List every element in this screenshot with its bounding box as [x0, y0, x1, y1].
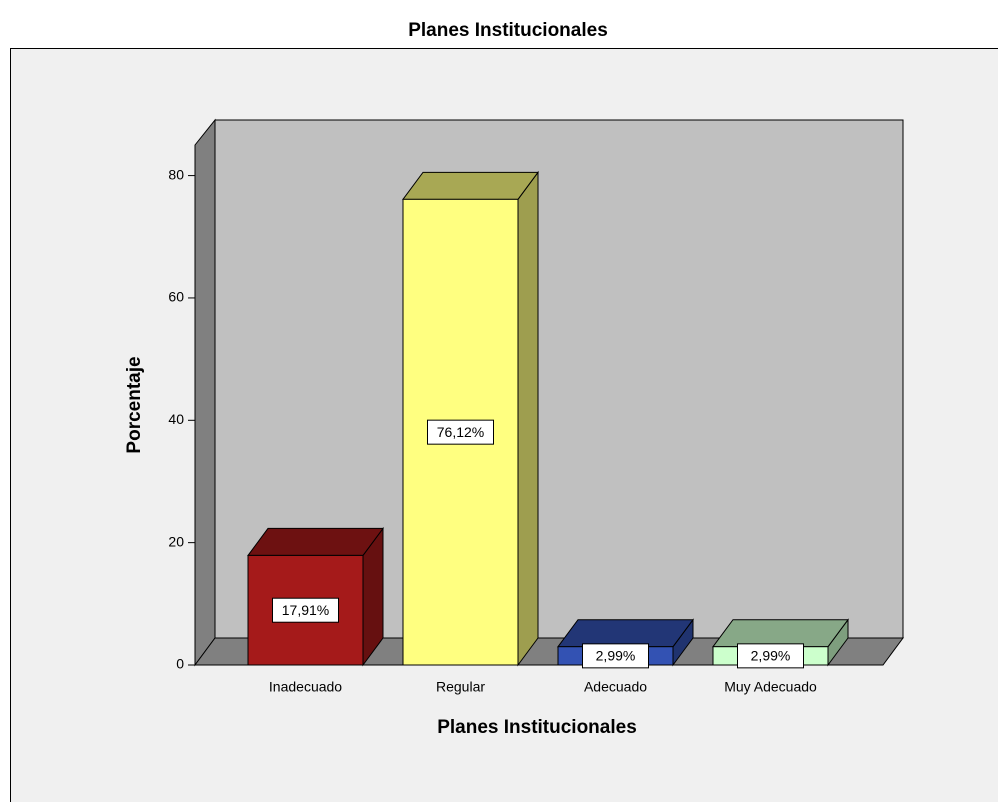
bar-top	[558, 620, 693, 647]
y-tick-label: 20	[168, 533, 184, 549]
chart-title: Planes Institucionales	[408, 20, 608, 41]
value-label: 76,12%	[437, 424, 484, 440]
left-wall	[195, 120, 215, 665]
bar-top	[403, 172, 538, 199]
x-tick-label: Regular	[436, 679, 485, 695]
bar-side	[518, 172, 538, 665]
y-tick-label: 0	[176, 656, 184, 672]
y-tick-label: 40	[168, 411, 184, 427]
y-axis-label: Porcentaje	[124, 356, 145, 453]
x-tick-label: Inadecuado	[269, 679, 342, 695]
x-tick-label: Adecuado	[584, 679, 647, 695]
value-label: 2,99%	[751, 648, 791, 664]
y-tick-label: 80	[168, 166, 184, 182]
value-label: 17,91%	[282, 602, 329, 618]
y-tick-label: 60	[168, 289, 184, 305]
x-tick-label: Muy Adecuado	[724, 679, 817, 695]
bar-top	[248, 528, 383, 555]
value-label: 2,99%	[596, 648, 636, 664]
x-axis-label: Planes Institucionales	[437, 717, 637, 738]
bar-top	[713, 620, 848, 647]
